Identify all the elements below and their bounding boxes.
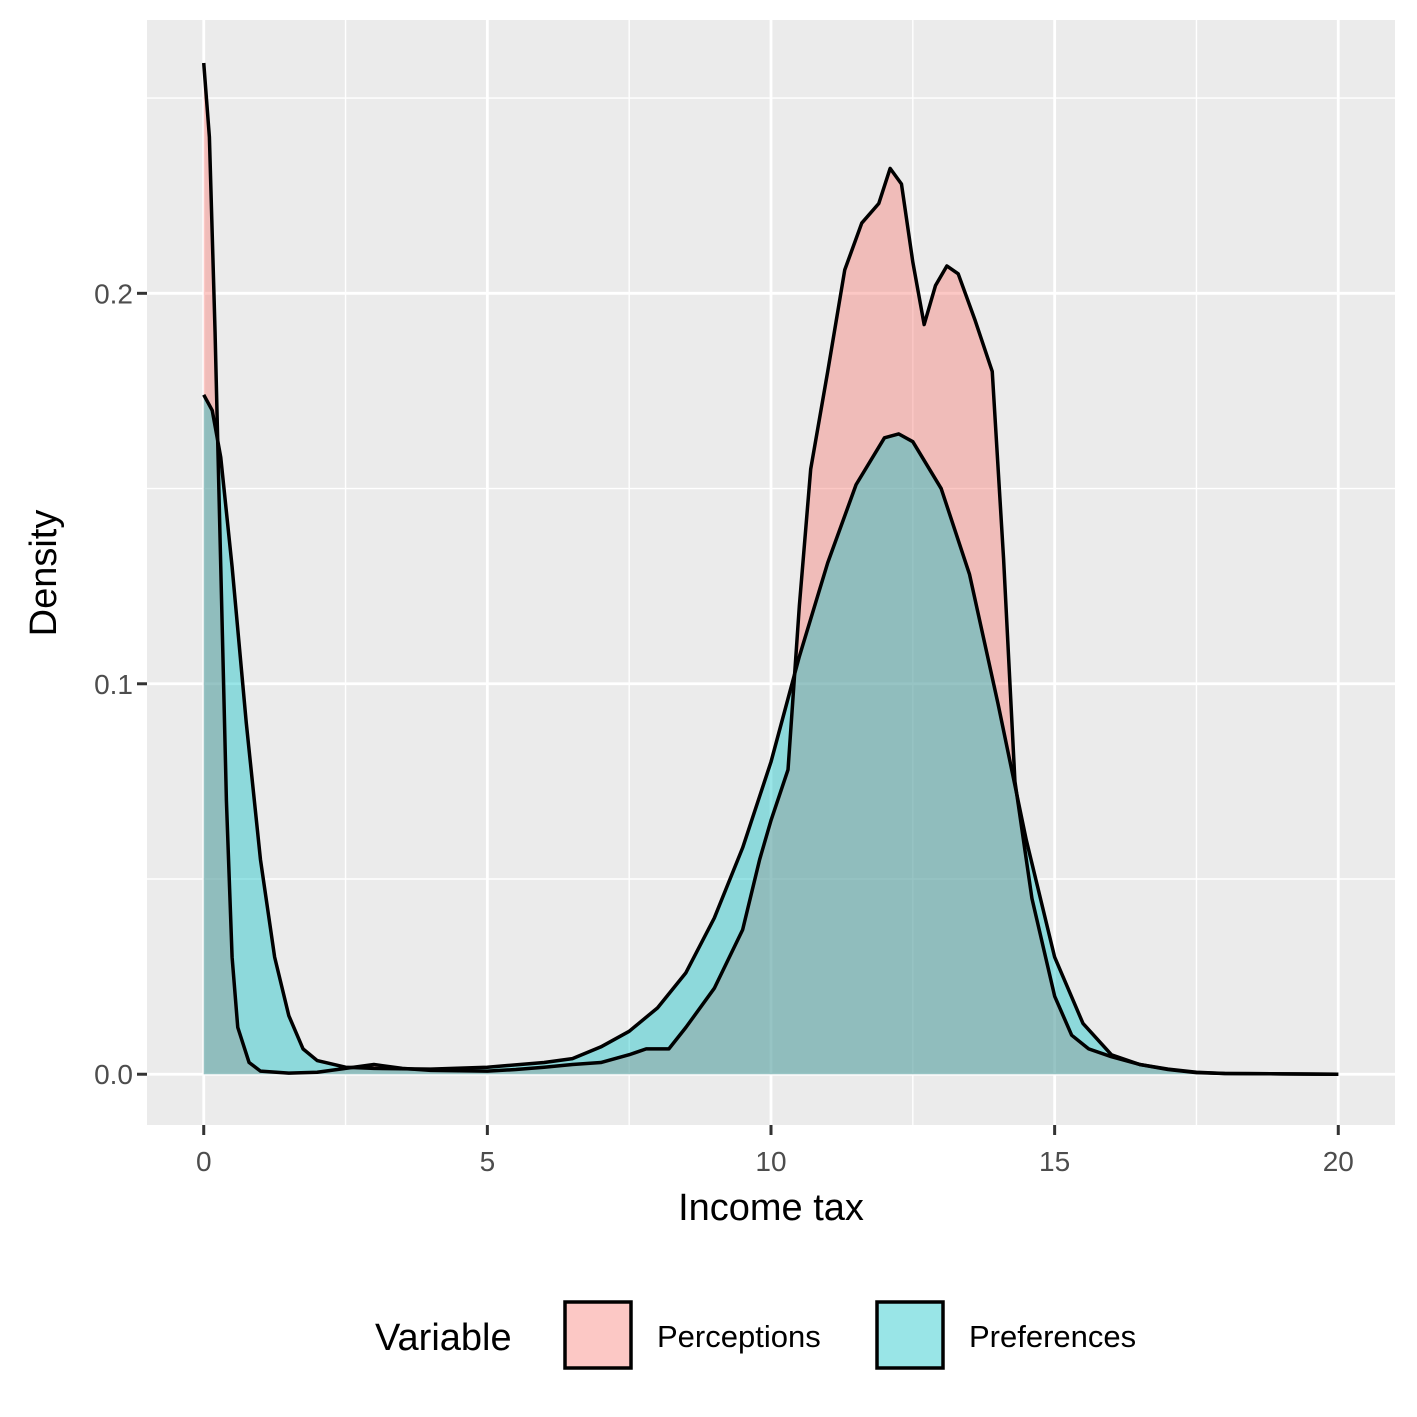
y-axis: 0.0 0.1 0.2: [94, 278, 147, 1090]
density-area-perceptions: [203, 62, 1339, 1075]
legend-label-preferences: Preferences: [969, 1319, 1136, 1354]
density-area-preferences: [203, 394, 1339, 1075]
x-tick-label: 0: [196, 1146, 212, 1177]
legend-key-preferences: [875, 1300, 945, 1370]
y-tick-label: 0.2: [94, 278, 133, 309]
x-axis: 0 5 10 15 20: [196, 1125, 1354, 1177]
grid-major: [147, 20, 1395, 1125]
x-tick-label: 10: [755, 1146, 786, 1177]
legend-label-perceptions: Perceptions: [657, 1319, 821, 1354]
y-tick-label: 0.0: [94, 1059, 133, 1090]
y-tick-label: 0.1: [94, 669, 133, 700]
density-line-perceptions: [201, 62, 1339, 1076]
legend: Variable Perceptions Preferences: [375, 1300, 1136, 1370]
legend-key-perceptions: [563, 1300, 633, 1370]
legend-title: Variable: [375, 1317, 512, 1359]
series-layer: [201, 62, 1339, 1076]
x-tick-label: 20: [1323, 1146, 1354, 1177]
x-axis-title: Income tax: [678, 1187, 864, 1229]
x-tick-label: 5: [480, 1146, 496, 1177]
y-axis-title: Density: [23, 510, 65, 637]
density-line-preferences: [202, 394, 1339, 1076]
x-tick-label: 15: [1039, 1146, 1070, 1177]
